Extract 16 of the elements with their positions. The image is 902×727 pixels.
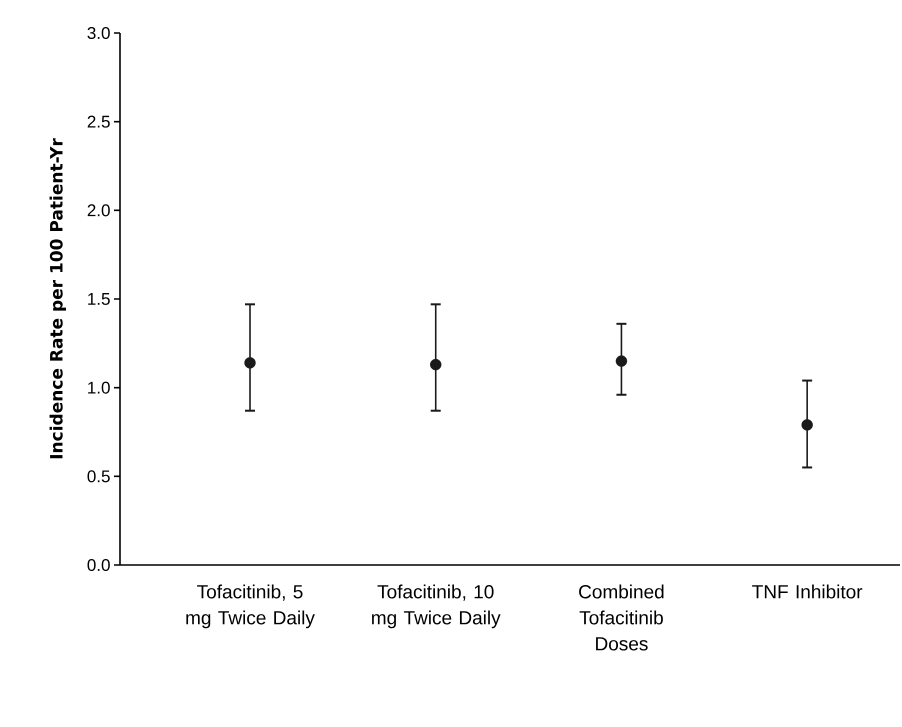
point [430, 358, 442, 370]
x-tick-label: Tofacitinib, 10 mg Twice Daily [372, 584, 501, 628]
x-tick-label: Combined Tofacitinib Doses [579, 584, 664, 650]
y-tick-label: 0.0 [88, 558, 110, 572]
y-tick-label: 2.0 [88, 204, 110, 216]
point [616, 355, 628, 367]
y-tick-label: 1.5 [88, 293, 110, 305]
x-tick-label: TNF Inhibitor [752, 584, 862, 598]
y-tick-label: 1.0 [88, 382, 110, 394]
y-axis-title: Incidence Rate per 100 Patient-Yr [50, 138, 66, 458]
y-tick-label: 2.5 [88, 116, 110, 128]
point [801, 419, 813, 431]
point [244, 357, 256, 369]
y-tick-label: 0.5 [88, 470, 110, 482]
x-tick-label: Tofacitinib, 5 mg Twice Daily [186, 584, 315, 628]
y-tick-label: 3.0 [87, 26, 110, 40]
